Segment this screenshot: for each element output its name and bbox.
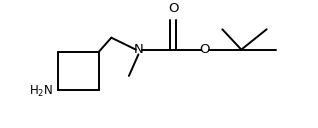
Text: O: O: [200, 43, 210, 56]
Text: H$_2$N: H$_2$N: [29, 84, 53, 99]
Text: N: N: [134, 43, 143, 56]
Text: O: O: [168, 2, 178, 15]
